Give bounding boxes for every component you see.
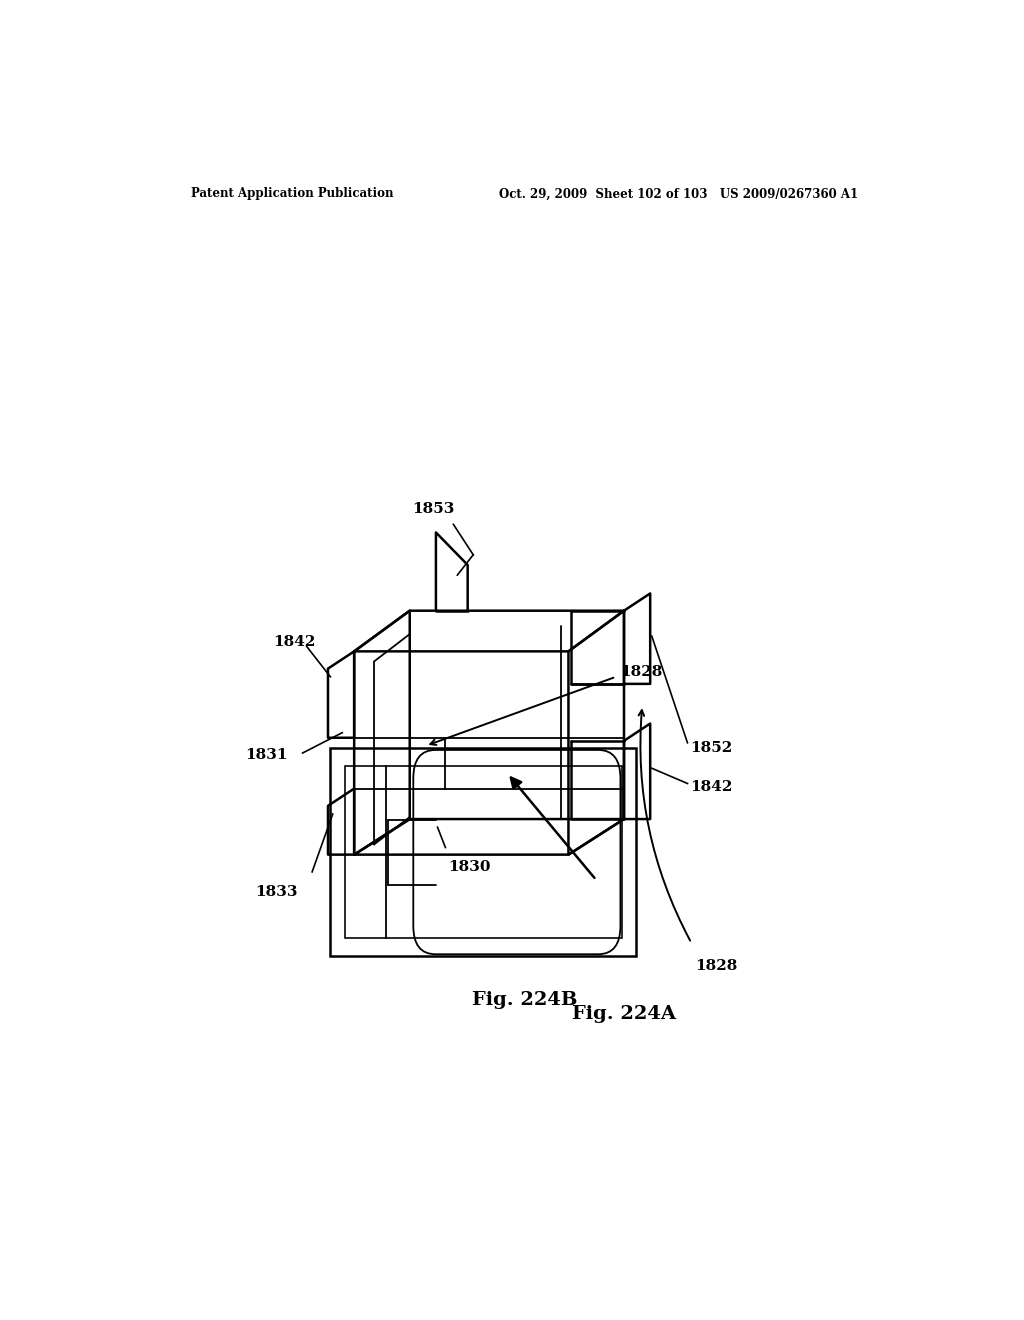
Text: Oct. 29, 2009  Sheet 102 of 103   US 2009/0267360 A1: Oct. 29, 2009 Sheet 102 of 103 US 2009/0… xyxy=(499,187,858,201)
Bar xyxy=(331,748,636,956)
Text: 1853: 1853 xyxy=(413,502,455,516)
Text: Patent Application Publication: Patent Application Publication xyxy=(191,187,394,201)
Text: 1830: 1830 xyxy=(447,859,490,874)
Text: Fig. 224A: Fig. 224A xyxy=(572,1006,676,1023)
Text: 1828: 1828 xyxy=(695,960,738,973)
Text: 1842: 1842 xyxy=(273,635,315,649)
Text: 1831: 1831 xyxy=(246,748,288,762)
Text: 1842: 1842 xyxy=(690,780,732,793)
Text: 1833: 1833 xyxy=(255,886,298,899)
Text: Fig. 224B: Fig. 224B xyxy=(472,991,578,1008)
Text: 1852: 1852 xyxy=(690,741,732,755)
Text: 1828: 1828 xyxy=(620,665,663,678)
Bar xyxy=(345,766,622,939)
